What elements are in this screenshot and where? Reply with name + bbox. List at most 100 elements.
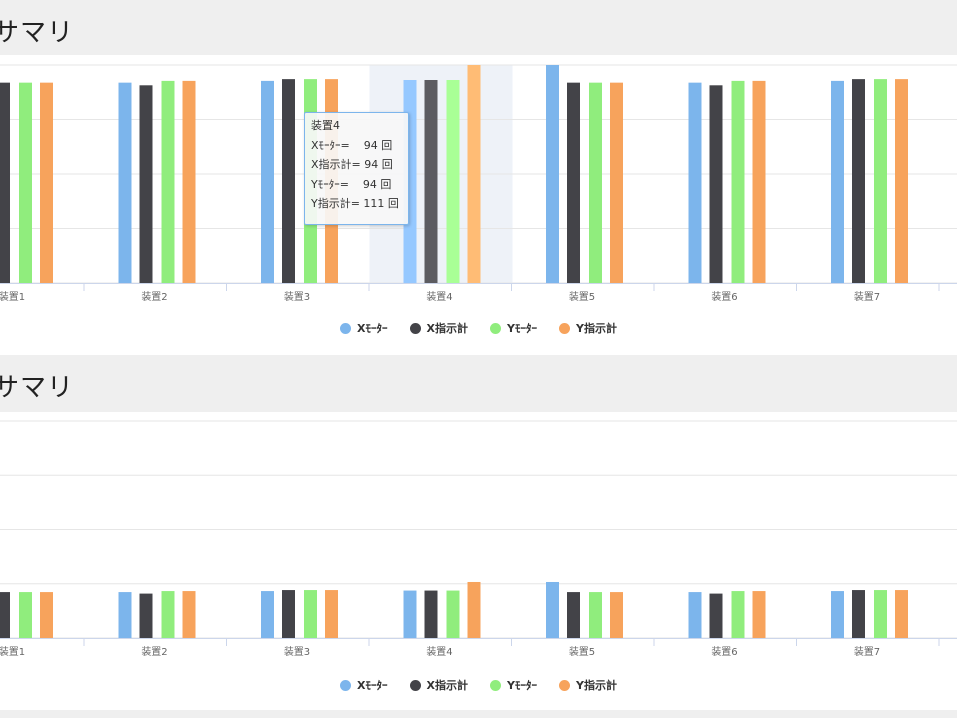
bar: [261, 591, 274, 638]
bar: [424, 590, 438, 638]
bar: [282, 79, 295, 283]
bar: [610, 82, 623, 283]
legend-item-y-indicator[interactable]: Y指示計: [558, 320, 617, 336]
bar: [19, 592, 32, 638]
legend-label: Xﾓｰﾀｰ: [357, 322, 388, 335]
bar: [467, 65, 481, 283]
legend-label: Y指示計: [575, 679, 617, 692]
bar: [261, 80, 274, 283]
bar: [731, 80, 745, 283]
legend-dot-icon: [558, 679, 570, 691]
bar: [546, 581, 559, 638]
bar: [895, 79, 908, 283]
x-tick-label: 装置6: [711, 290, 737, 303]
x-tick-label: 装置7: [854, 645, 880, 658]
bar: [118, 592, 132, 638]
chart-tooltip: 装置4 Xﾓｰﾀｰ= 94 回 X指示計= 94 回 Yﾓｰﾀｰ= 94 回 Y指示計=…: [304, 112, 409, 225]
bar-chart-2: 装置1 装置2 装置3 装置4 装置5 装置6 装置7: [0, 420, 957, 658]
legend-label: Xﾓｰﾀｰ: [357, 679, 388, 692]
legend-dot-icon: [558, 322, 570, 334]
chart-panel-1: 装置1 装置2 装置3 装置4 装置5 装置6 装置7 Xﾓｰﾀｰ X指示計 Yﾓｰﾀｰ Y…: [0, 55, 957, 355]
bar: [752, 80, 766, 283]
bar: [446, 80, 460, 283]
x-tick-label: 装置5: [569, 645, 595, 658]
bar: [589, 82, 602, 283]
bar: [831, 80, 844, 283]
bar: [688, 82, 702, 283]
x-tick-label: 装置4: [426, 290, 452, 303]
chart-legend: Xﾓｰﾀｰ X指示計 Yﾓｰﾀｰ Y指示計: [0, 320, 957, 336]
bar: [40, 592, 53, 638]
section-header-1: ムサマリ: [0, 0, 957, 55]
bar: [709, 85, 723, 283]
bar: [731, 591, 745, 638]
x-tick-label: 装置3: [284, 645, 310, 658]
legend-dot-icon: [409, 679, 421, 691]
bar: [567, 82, 580, 283]
bar: [0, 592, 10, 638]
legend-item-x-indicator[interactable]: X指示計: [409, 677, 469, 693]
bar: [282, 590, 295, 638]
legend-label: X指示計: [426, 679, 469, 692]
bar: [688, 592, 702, 638]
bar-chart-1: 装置1 装置2 装置3 装置4 装置5 装置6 装置7: [0, 64, 957, 303]
bar: [874, 590, 887, 638]
bar: [424, 80, 438, 283]
bar: [874, 79, 887, 283]
tooltip-line: Y指示計= 111 回: [311, 197, 399, 210]
tooltip-title: 装置4: [311, 119, 340, 132]
bar: [325, 590, 338, 638]
chart-legend: Xﾓｰﾀｰ X指示計 Yﾓｰﾀｰ Y指示計: [0, 677, 957, 693]
x-tick-label: 装置3: [284, 290, 310, 303]
legend-dot-icon: [409, 322, 421, 334]
bar: [831, 591, 844, 638]
bar: [467, 581, 481, 638]
legend-item-y-indicator[interactable]: Y指示計: [558, 677, 617, 693]
x-tick-label: 装置1: [0, 290, 25, 303]
legend-item-x-indicator[interactable]: X指示計: [409, 320, 469, 336]
bar: [304, 590, 317, 638]
bar: [403, 590, 417, 638]
tooltip-line: Yﾓｰﾀｰ= 94 回: [311, 177, 392, 191]
x-tick-label: 装置1: [0, 645, 25, 658]
legend-item-y-motor[interactable]: Yﾓｰﾀｰ: [490, 320, 537, 336]
legend-item-y-motor[interactable]: Yﾓｰﾀｰ: [490, 677, 537, 693]
bar: [895, 590, 908, 638]
bar: [752, 591, 766, 638]
legend-dot-icon: [340, 322, 352, 334]
legend-label: Yﾓｰﾀｰ: [507, 679, 537, 692]
x-tick-label: 装置6: [711, 645, 737, 658]
bar: [852, 590, 865, 638]
x-tick-label: 装置4: [426, 645, 452, 658]
section-title: ムサマリ: [0, 18, 75, 48]
legend-label: Y指示計: [575, 322, 617, 335]
bar: [589, 592, 602, 638]
x-tick-label: 装置7: [854, 290, 880, 303]
bar: [0, 82, 10, 283]
legend-dot-icon: [490, 679, 502, 691]
bar: [546, 65, 559, 283]
bar: [182, 80, 196, 283]
bar: [118, 82, 132, 283]
bar: [139, 593, 153, 638]
bar: [19, 82, 32, 283]
bar: [567, 592, 580, 638]
legend-label: Yﾓｰﾀｰ: [507, 322, 537, 335]
x-tick-label: 装置5: [569, 290, 595, 303]
legend-item-x-motor[interactable]: Xﾓｰﾀｰ: [340, 320, 388, 336]
bar: [161, 591, 175, 638]
chart-panel-2: 装置1 装置2 装置3 装置4 装置5 装置6 装置7 Xﾓｰﾀｰ X指示計 Yﾓｰﾀｰ Y…: [0, 412, 957, 710]
tooltip-line: X指示計= 94 回: [311, 158, 393, 171]
x-tick-label: 装置2: [141, 290, 167, 303]
legend-item-x-motor[interactable]: Xﾓｰﾀｰ: [340, 677, 388, 693]
section-header-2: ムサマリ: [0, 355, 957, 412]
legend-label: X指示計: [426, 322, 469, 335]
bar: [852, 79, 865, 283]
bar: [446, 590, 460, 638]
bar: [182, 591, 196, 638]
bar: [161, 80, 175, 283]
x-tick-label: 装置2: [141, 645, 167, 658]
legend-dot-icon: [340, 679, 352, 691]
bar: [40, 82, 53, 283]
bar: [709, 593, 723, 638]
